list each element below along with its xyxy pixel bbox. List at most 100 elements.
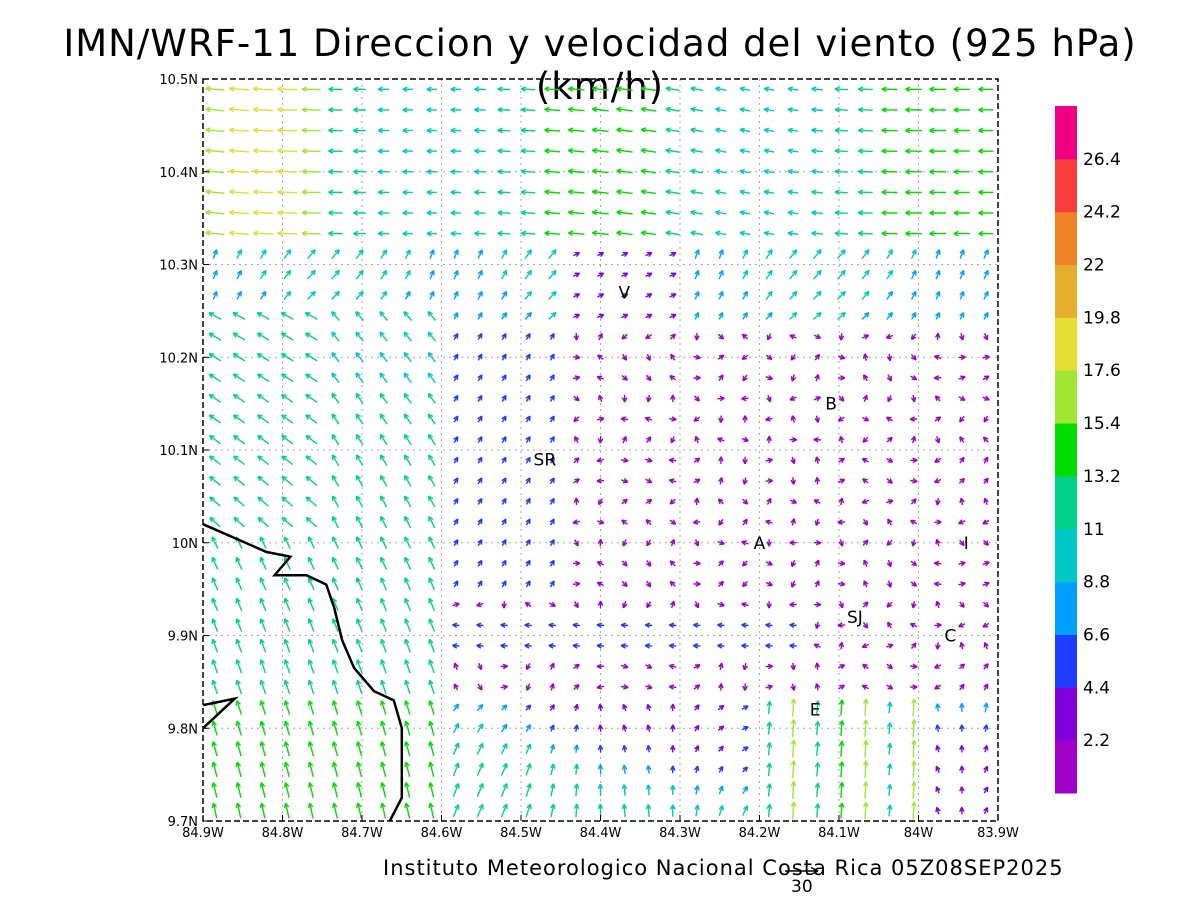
wind-vector	[450, 210, 462, 216]
wind-vector	[690, 168, 704, 175]
wind-vector	[379, 372, 388, 384]
wind-vector	[862, 801, 869, 820]
wind-vector	[789, 643, 797, 649]
wind-vector	[211, 761, 218, 777]
wind-vector	[669, 394, 676, 403]
wind-vector	[573, 416, 580, 423]
wind-vector	[380, 782, 387, 798]
wind-vector	[886, 643, 894, 649]
wind-vector	[596, 375, 605, 381]
wind-vector	[645, 374, 652, 382]
wind-vector	[905, 148, 922, 154]
wind-vector	[838, 802, 845, 819]
wind-vector	[881, 168, 898, 175]
wind-vector	[959, 724, 965, 732]
wind-vector	[718, 456, 724, 464]
wind-vector	[307, 269, 316, 280]
wind-vector	[718, 477, 724, 485]
wind-vector	[881, 230, 898, 237]
wind-vector	[404, 577, 412, 591]
chart-title: IMN/WRF-11 Direccion y velocidad del vie…	[63, 22, 1137, 108]
y-tick-label: 9.9N	[168, 630, 198, 645]
wind-vector	[501, 374, 507, 382]
wind-vector	[252, 127, 274, 134]
wind-vector	[301, 168, 321, 175]
wind-vector	[236, 249, 242, 259]
wind-vector	[500, 684, 509, 690]
wind-vector	[646, 703, 652, 712]
wind-vector	[332, 802, 338, 819]
wind-vector	[211, 659, 219, 674]
wind-vector	[331, 474, 340, 487]
x-tick-label: 84W	[904, 826, 934, 841]
wind-vector	[380, 679, 387, 695]
wind-vector	[402, 230, 413, 237]
wind-vector	[620, 643, 629, 649]
wind-vector	[715, 86, 727, 92]
wind-vector	[403, 310, 413, 321]
wind-vector	[717, 354, 725, 360]
wind-vector	[525, 683, 532, 691]
colorbar-label: 26.4	[1083, 150, 1121, 170]
wind-vector	[331, 556, 339, 570]
wind-vector	[982, 354, 990, 361]
wind-vector	[426, 86, 437, 93]
wind-vector	[377, 107, 390, 113]
wind-vector	[694, 601, 700, 609]
wind-vector	[450, 86, 462, 93]
wind-vector	[229, 86, 249, 92]
place-label: SR	[534, 450, 557, 470]
wind-vector	[694, 745, 700, 753]
wind-vector	[857, 148, 873, 154]
wind-vector	[277, 168, 298, 175]
wind-vector	[525, 333, 531, 340]
wind-vector	[549, 333, 555, 340]
wind-vector	[621, 435, 627, 444]
wind-vector	[616, 86, 633, 92]
wind-vector	[497, 107, 511, 113]
wind-vector	[452, 643, 460, 649]
wind-vector	[525, 763, 532, 776]
wind-vector	[356, 577, 363, 591]
wind-vector	[377, 168, 390, 175]
wind-vector	[834, 127, 848, 134]
wind-vector	[428, 577, 436, 591]
wind-vector	[233, 455, 245, 466]
wind-vector	[742, 374, 748, 382]
wind-vector	[356, 761, 363, 777]
wind-vector	[477, 580, 483, 588]
wind-vector	[886, 684, 894, 690]
wind-vector	[525, 436, 531, 444]
wind-vector	[476, 742, 484, 755]
wind-vector	[837, 249, 846, 260]
wind-vector	[982, 601, 990, 608]
wind-vector	[259, 269, 267, 280]
wind-vector	[328, 107, 343, 113]
wind-vector	[742, 785, 749, 795]
wind-vector	[886, 722, 893, 734]
wind-vector	[789, 290, 798, 300]
wind-vector	[669, 724, 676, 732]
wind-vector	[814, 580, 820, 588]
wind-vector	[958, 622, 966, 628]
wind-vector	[953, 168, 970, 175]
wind-vector	[935, 600, 941, 609]
wind-vector	[834, 210, 848, 216]
place-label: B	[825, 395, 837, 415]
wind-vector	[911, 719, 917, 737]
wind-vector	[766, 601, 772, 609]
wind-vector	[935, 642, 941, 650]
wind-vector	[591, 86, 609, 92]
wind-vector	[520, 209, 536, 216]
wind-vector	[621, 744, 628, 753]
wind-vector	[567, 189, 585, 195]
wind-vector	[717, 437, 725, 443]
wind-vector	[573, 333, 580, 341]
reference-vector: 30	[785, 866, 819, 897]
wind-vector	[959, 786, 965, 794]
wind-vector	[669, 804, 676, 817]
wind-vector	[881, 148, 898, 154]
wind-vector	[307, 290, 316, 300]
wind-vector	[983, 641, 989, 650]
wind-vector	[307, 720, 315, 736]
